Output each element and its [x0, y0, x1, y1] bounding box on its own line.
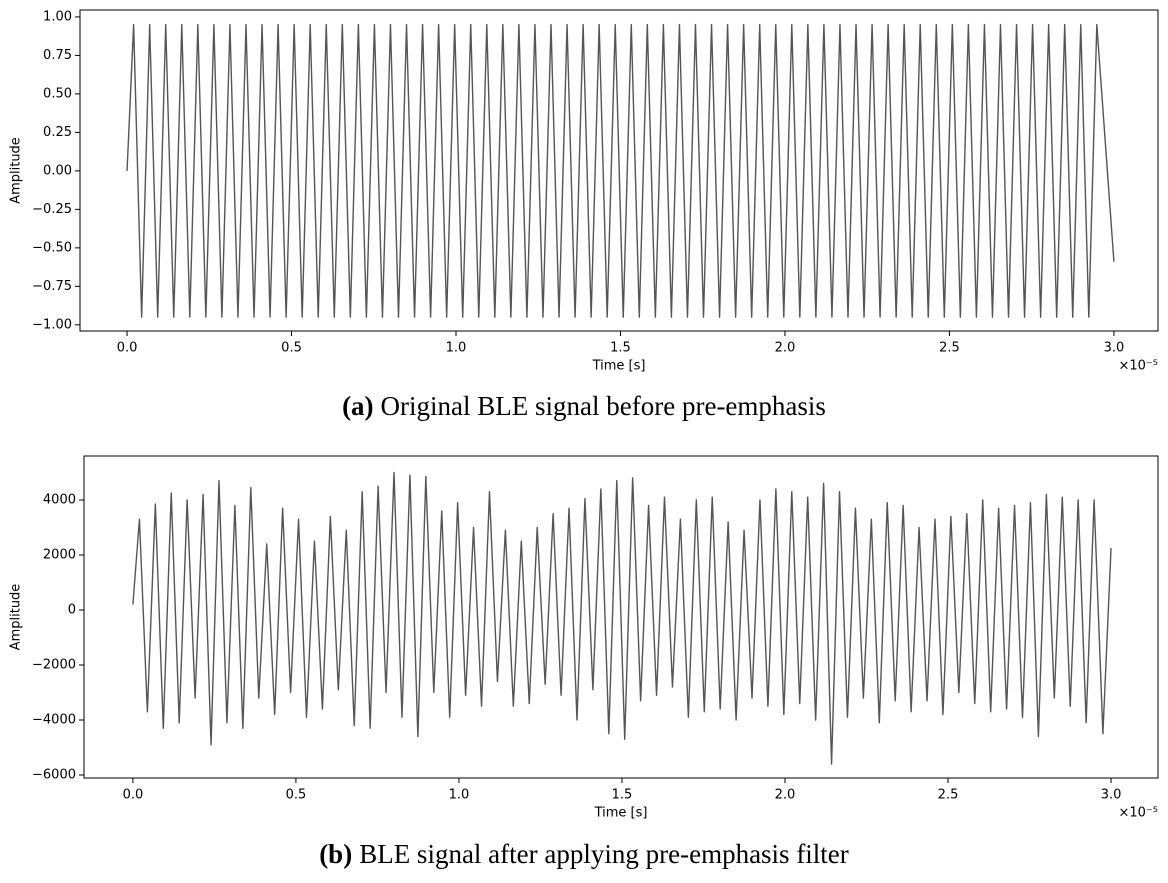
x-offset-label: ×10⁻⁵ — [1118, 359, 1158, 374]
x-tick-label: 1.0 — [449, 788, 470, 803]
y-tick-label: 0.00 — [43, 163, 72, 178]
y-tick-label: −1.00 — [32, 317, 72, 332]
x-tick-label: 3.0 — [1104, 341, 1125, 356]
caption-label: (b) — [319, 839, 352, 869]
y-tick-label: 4000 — [43, 493, 76, 508]
y-tick-label: 0.75 — [43, 48, 72, 63]
caption: (b) BLE signal after applying pre-emphasi… — [319, 839, 849, 869]
x-axis-label: Time [s] — [592, 359, 646, 374]
x-tick-label: 0.0 — [117, 341, 138, 356]
x-tick-label: 0.0 — [123, 788, 144, 803]
x-tick-label: 3.0 — [1101, 788, 1122, 803]
y-axis-label: Amplitude — [9, 137, 24, 204]
signal-line — [132, 471, 1112, 765]
y-tick-label: 0.25 — [43, 125, 72, 140]
x-tick-label: 0.5 — [286, 788, 307, 803]
caption-text: BLE signal after applying pre-emphasis f… — [359, 839, 849, 869]
x-tick-label: 2.5 — [939, 341, 960, 356]
x-tick-label: 1.0 — [446, 341, 467, 356]
signal-line — [126, 23, 1115, 318]
y-tick-label: 0.50 — [43, 86, 72, 101]
x-tick-label: 2.5 — [938, 788, 959, 803]
y-tick-label: −0.75 — [32, 279, 72, 294]
y-tick-label: −4000 — [32, 713, 76, 728]
y-tick-label: −0.25 — [32, 202, 72, 217]
y-tick-label: 1.00 — [43, 9, 72, 24]
y-axis-label: Amplitude — [9, 584, 24, 651]
plot-frame — [83, 455, 1159, 779]
y-tick-label: 2000 — [43, 548, 76, 563]
y-tick-label: −0.50 — [32, 240, 72, 255]
y-tick-label: −2000 — [32, 658, 76, 673]
x-tick-label: 2.0 — [775, 341, 796, 356]
caption-text: Original BLE signal before pre-emphasis — [381, 391, 826, 421]
x-tick-label: 0.5 — [281, 341, 302, 356]
y-tick-label: −6000 — [32, 768, 76, 783]
x-tick-label: 2.0 — [775, 788, 796, 803]
x-offset-label: ×10⁻⁵ — [1118, 806, 1158, 821]
x-axis-label: Time [s] — [594, 806, 648, 821]
caption-label: (a) — [342, 391, 373, 421]
x-tick-label: 1.5 — [610, 341, 631, 356]
x-tick-label: 1.5 — [612, 788, 633, 803]
caption: (a) Original BLE signal before pre-emphas… — [342, 391, 826, 421]
y-tick-label: 0 — [68, 603, 76, 618]
